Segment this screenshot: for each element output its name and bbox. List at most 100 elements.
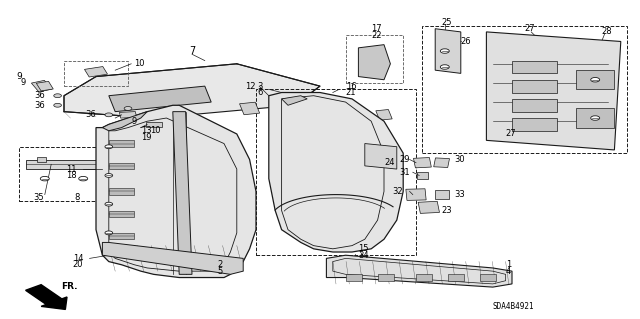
Polygon shape: [365, 144, 397, 169]
Polygon shape: [406, 189, 426, 200]
Text: 12: 12: [246, 82, 256, 91]
Text: 13: 13: [141, 126, 152, 135]
Text: 20: 20: [73, 260, 83, 269]
Polygon shape: [109, 211, 134, 217]
Text: 6: 6: [257, 88, 262, 97]
Circle shape: [79, 176, 88, 181]
Text: 31: 31: [399, 168, 410, 177]
Circle shape: [105, 113, 113, 117]
Text: 19: 19: [141, 133, 151, 142]
Polygon shape: [417, 172, 428, 179]
Polygon shape: [26, 160, 122, 169]
Polygon shape: [102, 112, 147, 131]
Text: 11: 11: [67, 165, 77, 174]
Polygon shape: [413, 158, 431, 168]
Text: 21: 21: [346, 88, 356, 97]
Text: 35: 35: [33, 193, 44, 202]
Text: 14: 14: [73, 254, 83, 263]
Polygon shape: [96, 105, 256, 278]
Text: 15: 15: [358, 244, 369, 253]
Circle shape: [54, 94, 61, 98]
Text: 9: 9: [17, 72, 22, 81]
Polygon shape: [435, 29, 461, 73]
Text: 36: 36: [34, 101, 45, 110]
Circle shape: [54, 103, 61, 107]
Text: SDA4B4921: SDA4B4921: [493, 302, 534, 311]
Polygon shape: [512, 61, 557, 73]
Circle shape: [105, 145, 113, 149]
Text: 9: 9: [131, 117, 136, 126]
Text: 29: 29: [399, 155, 410, 164]
Text: 25: 25: [442, 18, 452, 27]
Polygon shape: [418, 201, 440, 213]
Polygon shape: [120, 112, 136, 118]
Polygon shape: [146, 122, 161, 127]
Text: 1: 1: [506, 260, 511, 269]
Circle shape: [105, 174, 113, 177]
Polygon shape: [358, 45, 390, 80]
Polygon shape: [36, 81, 53, 91]
Circle shape: [591, 116, 600, 120]
Polygon shape: [282, 96, 307, 105]
Text: 10: 10: [134, 59, 145, 68]
Text: 22: 22: [371, 31, 381, 40]
Text: 17: 17: [371, 24, 382, 33]
Text: 10: 10: [150, 126, 161, 135]
Polygon shape: [376, 109, 392, 120]
Polygon shape: [435, 190, 449, 199]
Circle shape: [105, 202, 113, 206]
Circle shape: [591, 78, 600, 82]
Polygon shape: [512, 118, 557, 131]
Polygon shape: [346, 274, 362, 281]
Polygon shape: [442, 61, 454, 67]
Polygon shape: [416, 274, 432, 281]
Text: 7: 7: [189, 46, 195, 56]
Circle shape: [440, 65, 449, 69]
Text: 34: 34: [358, 251, 369, 260]
Text: 30: 30: [454, 155, 465, 164]
Circle shape: [40, 176, 49, 181]
Text: 36: 36: [34, 91, 45, 100]
Polygon shape: [26, 285, 67, 309]
Polygon shape: [239, 102, 260, 115]
Polygon shape: [109, 86, 211, 112]
Polygon shape: [109, 233, 134, 239]
Text: 3: 3: [257, 82, 262, 91]
Polygon shape: [109, 140, 134, 147]
Polygon shape: [512, 80, 557, 93]
Polygon shape: [64, 64, 320, 118]
Text: 27: 27: [506, 130, 516, 138]
Text: 8: 8: [74, 193, 79, 202]
Text: FR.: FR.: [61, 282, 77, 291]
Polygon shape: [576, 70, 614, 89]
Polygon shape: [269, 93, 403, 252]
Text: 27: 27: [525, 24, 536, 33]
Polygon shape: [109, 188, 134, 195]
Text: 5: 5: [218, 267, 223, 276]
Polygon shape: [512, 99, 557, 112]
Text: 2: 2: [218, 260, 223, 269]
Text: 26: 26: [461, 37, 472, 46]
Text: 4: 4: [506, 267, 511, 276]
Polygon shape: [102, 242, 243, 274]
Polygon shape: [442, 41, 454, 48]
Text: 32: 32: [392, 187, 403, 196]
Text: 9: 9: [20, 78, 26, 87]
Circle shape: [105, 231, 113, 235]
Polygon shape: [378, 274, 394, 281]
Text: 24: 24: [384, 158, 394, 167]
Circle shape: [440, 49, 449, 53]
Polygon shape: [31, 80, 52, 92]
Text: 33: 33: [454, 190, 465, 199]
Polygon shape: [37, 157, 47, 162]
Polygon shape: [480, 274, 496, 281]
Polygon shape: [326, 255, 512, 287]
Text: 18: 18: [66, 171, 77, 180]
Circle shape: [124, 107, 132, 110]
Text: 16: 16: [346, 82, 356, 91]
Polygon shape: [576, 108, 614, 128]
Polygon shape: [486, 32, 621, 150]
Polygon shape: [448, 274, 464, 281]
Polygon shape: [434, 158, 449, 167]
Polygon shape: [84, 67, 108, 77]
